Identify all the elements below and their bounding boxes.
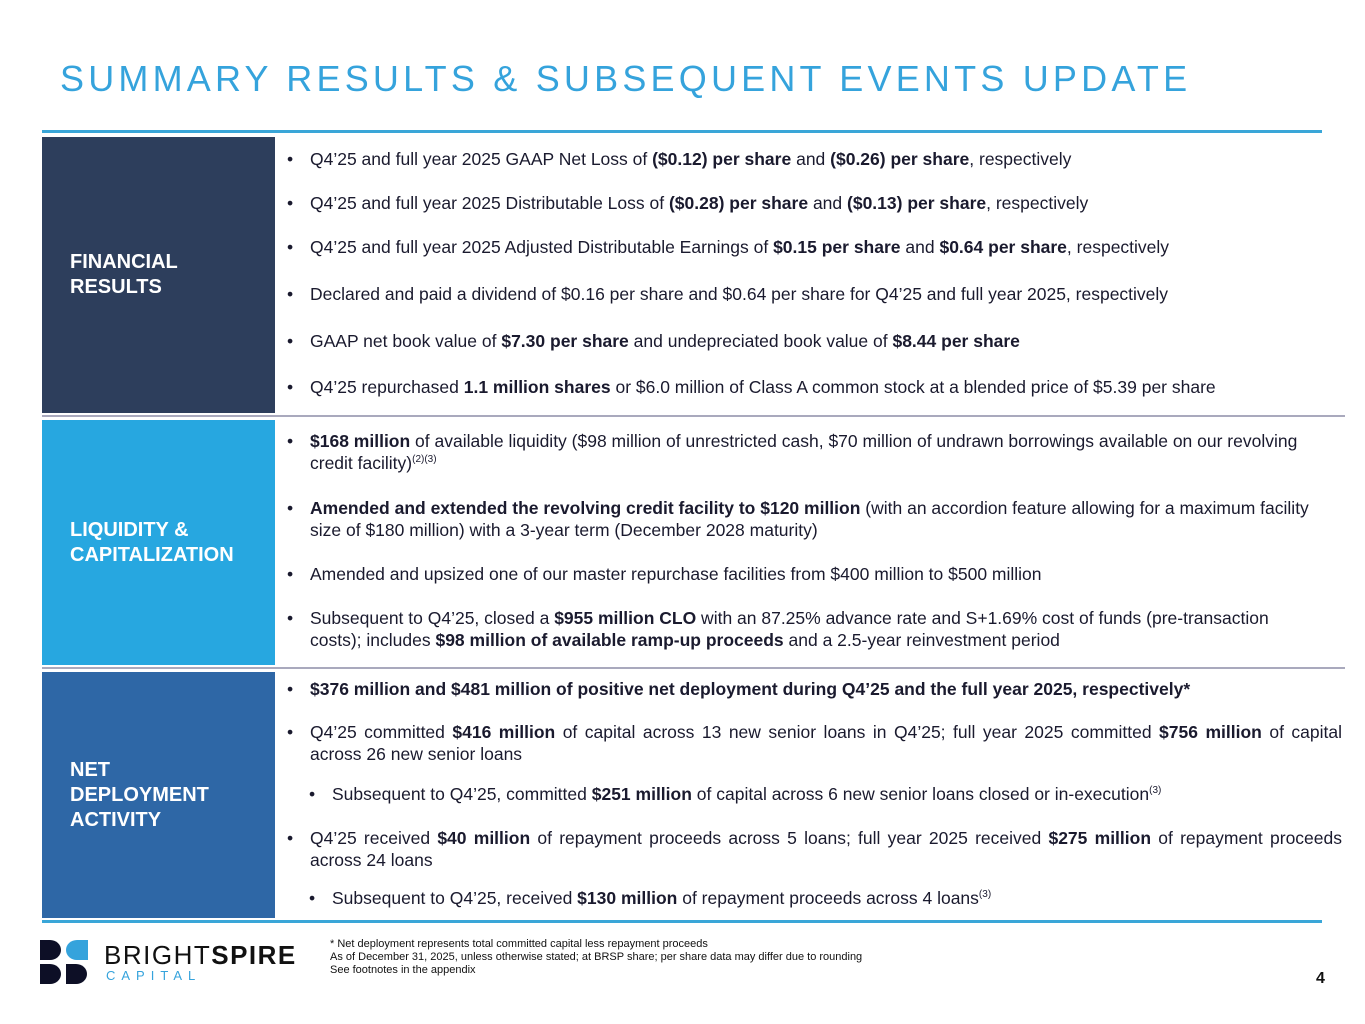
bullet-text: Q4’25 and full year 2025 GAAP Net Loss o… [310,149,653,169]
bullet-text: and undepreciated book value of [628,331,893,351]
bullet-text: Q4’25 and full year 2025 Adjusted Distri… [310,237,774,257]
bullet-item: Declared and paid a dividend of $0.16 pe… [287,284,1315,306]
bullet-text: $0.15 per share [773,237,901,257]
bullet-text: $7.30 per share [501,331,629,351]
bullet-text: 1.1 million shares [463,377,611,397]
bullet-text: and a 2.5-year reinvestment period [783,629,1060,650]
bullet-text: $275 million [1048,828,1152,848]
bullet-text: GAAP net book value of [310,331,502,351]
bullet-text: $130 million [577,888,678,908]
bullet-text: $251 million [591,784,692,804]
section-panel-net-deployment-activity: NET DEPLOYMENT ACTIVITY [42,672,275,918]
bullet-text: and [900,237,940,257]
brand-name-regular: BRIGHT [104,940,212,970]
footnote: As of December 31, 2025, unless otherwis… [330,951,863,963]
bullet-text: and [808,193,848,213]
top-rule [42,130,1322,133]
brightspire-logo-icon [40,940,88,984]
bullet-text: $40 million [437,828,531,848]
section-label-line: LIQUIDITY & [70,518,189,541]
bullet-text: $376 million and $481 million of positiv… [310,679,1191,699]
sub-bullet-item: Subsequent to Q4’25, committed $251 mill… [309,784,1364,806]
bullet-text: , respectively [969,149,1072,169]
section-label: NET DEPLOYMENT ACTIVITY [42,758,209,833]
bullet-text: $168 million [310,431,411,451]
brand-name: BRIGHTSPIRE [104,940,297,971]
footnotes: * Net deployment represents total commit… [330,938,862,977]
section-label-line: FINANCIAL [70,251,178,273]
bullet-text: $0.64 per share [939,237,1067,257]
bullet-text: of capital across 26 new senior loans [310,722,1343,764]
brand-subtitle: CAPITAL [106,968,202,983]
footnote-reference: (3) [1149,785,1162,797]
brand-name-bold: SPIRE [211,940,297,970]
bottom-rule [42,920,1322,923]
bullet-item: Q4’25 and full year 2025 GAAP Net Loss o… [287,149,1315,171]
bullet-text: Amended and upsized one of our master re… [310,564,1042,584]
footnote-reference: (2)(3) [412,453,437,465]
bullet-text: $8.44 per share [892,331,1020,351]
bullet-item: Q4’25 and full year 2025 Adjusted Distri… [287,237,1315,259]
bullet-text: of capital across 13 new senior loans in… [555,722,1160,742]
bullet-text: of repayment proceeds across 24 loans [310,828,1343,870]
bullet-text: $98 million of available ramp-up proceed… [435,629,784,650]
bullet-text: Subsequent to Q4’25, received [332,888,578,908]
section-label-line: ACTIVITY [70,808,162,831]
footnote-reference: (3) [978,889,992,901]
bullet-text: of capital across 6 new senior loans clo… [691,784,1150,804]
bullet-item: $376 million and $481 million of positiv… [287,679,1342,701]
bullet-item: Q4’25 and full year 2025 Distributable L… [287,193,1315,215]
bullet-text: $756 million [1159,722,1262,742]
bullet-item: Amended and extended the revolving credi… [287,498,1315,541]
bullet-text: Declared and paid a dividend of $0.16 pe… [310,284,1169,304]
bullet-item: $168 million of available liquidity ($98… [287,431,1315,474]
bullet-text: $416 million [452,722,556,742]
bullet-text: Q4’25 repurchased [310,377,464,397]
section-label-line: RESULTS [70,276,162,298]
sub-bullet-item: Subsequent to Q4’25, received $130 milli… [309,888,1364,910]
bullet-text: of repayment proceeds across 5 loans; fu… [530,828,1049,848]
slide-title: SUMMARY RESULTS & SUBSEQUENT EVENTS UPDA… [60,58,1192,99]
section-panel-liquidity-capitalization: LIQUIDITY & CAPITALIZATION [42,420,275,665]
bullet-text: with an 87.25% advance rate and S+1.69% … [310,608,1269,650]
bullet-text: Amended and extended the revolving credi… [310,498,861,518]
bullet-item: Subsequent to Q4’25, closed a $955 milli… [287,608,1315,651]
section-label-line: DEPLOYMENT [70,783,209,806]
bullet-item: Q4’25 committed $416 million of capital … [287,722,1343,765]
section-label: FINANCIAL RESULTS [42,250,178,300]
bullet-text: Subsequent to Q4’25, committed [332,784,592,804]
section-divider [42,667,1345,669]
bullet-item: GAAP net book value of $7.30 per share a… [287,331,1315,353]
bullet-text: of repayment proceeds across 4 loans [677,888,979,908]
bullet-text: of available liquidity ($98 million of u… [310,431,1298,473]
section-label: LIQUIDITY & CAPITALIZATION [42,518,234,568]
bullet-text: ($0.26) per share [830,149,970,169]
bullet-text: (with an accordion feature allowing for … [310,498,1309,540]
bullet-text: or $6.0 million of Class A common stock … [610,377,1216,397]
section-label-line: CAPITALIZATION [70,543,234,566]
bullet-text: Q4’25 committed [310,722,453,742]
bullet-text: ($0.13) per share [847,193,987,213]
bullet-text: and [791,149,831,169]
bullet-text: $955 million CLO [554,608,697,628]
footnote: See footnotes in the appendix [330,964,476,976]
section-panel-financial-results: FINANCIAL RESULTS [42,137,275,413]
bullet-text: ($0.12) per share [652,149,792,169]
section-label-line: NET [70,758,110,781]
section-divider [42,415,1345,417]
bullet-item: Q4’25 repurchased 1.1 million shares or … [287,377,1315,399]
page-number: 4 [1316,970,1325,987]
footnote: * Net deployment represents total commit… [330,938,708,950]
bullet-item: Q4’25 received $40 million of repayment … [287,828,1343,871]
bullet-item: Amended and upsized one of our master re… [287,564,1315,586]
bullet-text: Subsequent to Q4’25, closed a [310,608,555,628]
bullet-text: ($0.28) per share [668,193,809,213]
bullet-text: Q4’25 received [310,828,438,848]
bullet-text: , respectively [1066,237,1170,257]
bullet-text: Q4’25 and full year 2025 Distributable L… [310,193,669,213]
bullet-text: , respectively [986,193,1089,213]
